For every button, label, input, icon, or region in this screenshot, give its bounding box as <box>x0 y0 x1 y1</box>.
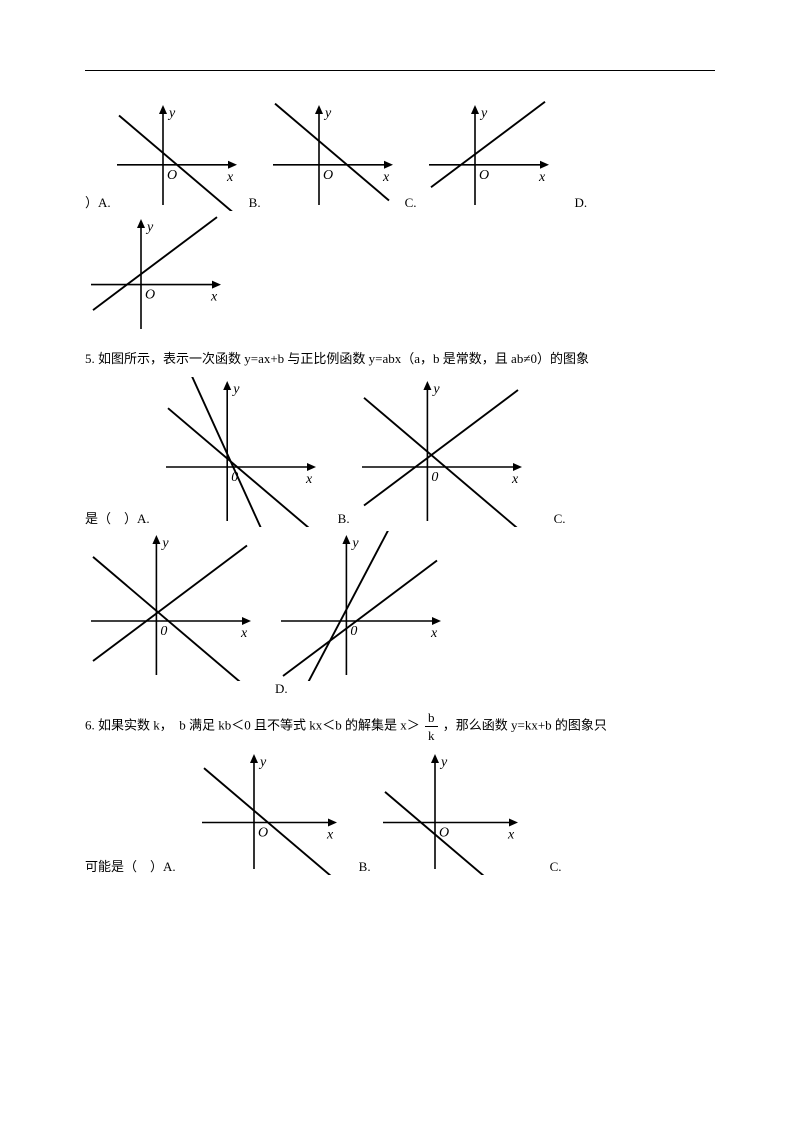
svg-text:x: x <box>210 290 218 305</box>
svg-text:O: O <box>145 288 155 303</box>
q4-row1: ） A. x y O B. x y O C. x y O D. <box>85 101 715 211</box>
svg-text:y: y <box>323 106 332 121</box>
svg-text:x: x <box>305 472 313 487</box>
svg-text:O: O <box>479 168 489 183</box>
svg-text:y: y <box>231 382 240 397</box>
q6-prefix: 可能是（ ） <box>85 856 163 875</box>
opt-B: B. <box>249 195 261 211</box>
svg-text:x: x <box>226 170 234 185</box>
svg-text:O: O <box>258 825 268 840</box>
q6-graph-B: xyO <box>377 750 522 875</box>
q5-opt-A: A. <box>137 511 150 527</box>
svg-text:x: x <box>240 626 248 641</box>
q6-frac: b k <box>425 711 438 742</box>
svg-text:y: y <box>479 106 488 121</box>
opt-D: D. <box>575 195 588 211</box>
q4-graph-C: x y O <box>423 101 553 211</box>
q5-graph-C: x y 0 <box>85 531 255 681</box>
q5-opt-D: D. <box>275 681 288 697</box>
q6-graph-A: x y O <box>196 750 341 875</box>
q5-prefix: 是（ ） <box>85 508 137 527</box>
svg-text:y: y <box>145 220 154 235</box>
svg-text:0: 0 <box>431 470 438 485</box>
svg-text:y: y <box>431 382 440 397</box>
svg-text:y: y <box>167 106 176 121</box>
svg-text:0: 0 <box>350 624 357 639</box>
svg-text:x: x <box>382 170 390 185</box>
q6-text-p1: 6. 如果实数 k， b 满足 kb＜0 且不等式 kx＜b 的解集是 x＞ <box>85 717 420 732</box>
q4-graph-B: x y O <box>267 101 397 211</box>
q5-graph-D: x y 0 <box>275 531 445 681</box>
svg-text:x: x <box>326 827 334 842</box>
q5-row1: 是（ ） A. x y 0 B. x y 0 C. <box>85 377 715 527</box>
svg-text:y: y <box>258 755 267 770</box>
top-rule <box>85 70 715 71</box>
q6-opt-B: B. <box>359 859 371 875</box>
q6-frac-num: b <box>425 711 438 727</box>
svg-text:O: O <box>323 168 333 183</box>
q5-row2: x y 0 x y 0 <box>85 531 715 681</box>
q5-graph-A: xy0 <box>160 377 320 527</box>
q5-text: 5. 如图所示，表示一次函数 y=ax+b 与正比例函数 y=abx（a，b 是… <box>85 349 715 369</box>
svg-text:x: x <box>511 472 519 487</box>
q6-opt-A: A. <box>163 859 176 875</box>
q5-opt-C: C. <box>554 511 566 527</box>
q6-frac-den: k <box>425 727 438 742</box>
svg-text:y: y <box>160 536 169 551</box>
svg-text:y: y <box>439 755 448 770</box>
svg-text:0: 0 <box>160 624 167 639</box>
page: ） A. x y O B. x y O C. x y O D. x y O 5. 如图所示，表示… <box>0 0 800 1132</box>
svg-text:y: y <box>350 536 359 551</box>
svg-text:x: x <box>538 170 546 185</box>
q6-text-p2: ，那么函数 y=kx+b 的图象只 <box>443 717 607 732</box>
q6-opt-C: C. <box>550 859 562 875</box>
q4-row2: x y O <box>85 215 715 335</box>
q4-closeparen: ） <box>85 192 98 211</box>
q6-text: 6. 如果实数 k， b 满足 kb＜0 且不等式 kx＜b 的解集是 x＞ b… <box>85 711 715 742</box>
q5-opt-B: B. <box>338 511 350 527</box>
q4-graph-D: x y O <box>85 215 225 335</box>
svg-text:x: x <box>430 626 438 641</box>
q5-row2-labels: D. <box>85 681 715 697</box>
q5-graph-B: x y 0 <box>356 377 526 527</box>
opt-A: A. <box>98 195 111 211</box>
opt-C: C. <box>405 195 417 211</box>
q4-graph-A: x y O <box>111 101 241 211</box>
svg-text:x: x <box>507 827 515 842</box>
svg-text:O: O <box>167 168 177 183</box>
q6-row1: 可能是（ ） A. x y O B. x y O C. <box>85 750 715 875</box>
